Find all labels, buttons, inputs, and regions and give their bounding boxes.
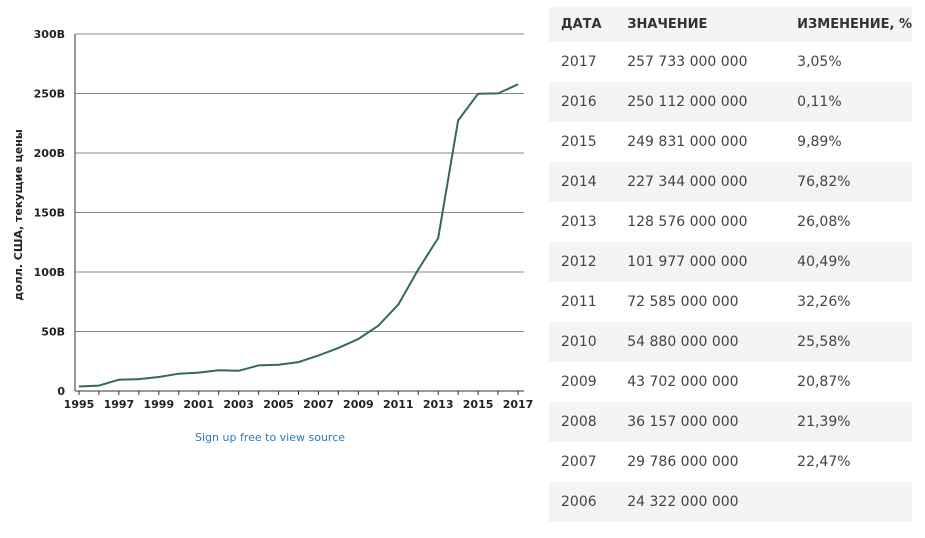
cell-value: 250 112 000 000 [615,82,786,122]
cell-change: 20,87% [797,374,851,390]
x-tick-label: 1995 [64,398,95,411]
cell-date: 2016 [549,82,616,122]
cell-date: 2012 [549,242,616,282]
cell-date: 2006 [549,482,616,522]
y-axis-label: долл. США, текущие цены [12,129,25,301]
table-row: 2006 24 322 000 000 [549,482,912,522]
cell-value: 36 157 000 000 [615,402,786,442]
cell-value: 227 344 000 000 [615,162,786,202]
x-tick-label: 1999 [144,398,175,411]
series-layer [78,83,519,388]
x-tick-label: 2015 [463,398,494,411]
cell-value: 101 977 000 000 [615,242,786,282]
cell-value: 54 880 000 000 [615,322,786,362]
table-row: 2007 29 786 000 000 22,47% [549,442,912,482]
x-tick-label: 2011 [383,398,414,411]
cell-change: 3,05% [797,54,842,70]
cell-date: 2010 [549,322,616,362]
table-body: 2017 257 733 000 000 3,05% 2016 250 112 000 … [549,42,912,522]
table-row: 2010 54 880 000 000 25,58% [549,322,912,362]
cell-value: 29 786 000 000 [627,454,739,470]
header-date: ДАТА [549,7,616,42]
cell-value: 24 322 000 000 [615,482,786,522]
y-tick-label: 300B [34,28,65,41]
header-change: ИЗМЕНЕНИЕ, % [785,7,912,42]
data-table: ДАТА ЗНАЧЕНИЕ ИЗМЕНЕНИЕ, % 2017 257 733 0… [549,7,912,522]
y-tick-label: 0 [57,385,65,398]
cell-change: 25,58% [785,322,912,362]
cell-change [785,482,912,522]
y-tick-label: 250B [34,88,65,101]
grid-lines [75,33,524,332]
cell-change: 22,47% [797,454,851,470]
y-tick-labels: 0 50B 100B 150B 200B 250B 300B [34,28,66,398]
cell-change: 9,89% [797,134,842,150]
table-row: 2013 128 576 000 000 26,08% [549,202,912,242]
x-tick-label: 2001 [183,398,214,411]
table-row: 2016 250 112 000 000 0,11% [549,82,912,122]
cell-value: 128 576 000 000 [627,214,748,230]
x-tick-label: 2009 [343,398,374,411]
y-tick-label: 200B [34,147,65,160]
line-chart: 0 50B 100B 150B 200B 250B 300B 1995 1997 1999 200… [12,28,534,411]
table-row: 2011 72 585 000 000 32,26% [549,282,912,322]
table-row: 2017 257 733 000 000 3,05% [549,42,912,82]
cell-date: 2011 [561,294,597,310]
table-row: 2014 227 344 000 000 76,82% [549,162,912,202]
x-tick-label: 2005 [263,398,294,411]
table-row: 2015 249 831 000 000 9,89% [549,122,912,162]
header-value: ЗНАЧЕНИЕ [615,7,786,42]
cell-change: 76,82% [785,162,912,202]
table-header-row: ДАТА ЗНАЧЕНИЕ ИЗМЕНЕНИЕ, % [549,7,912,42]
cell-date: 2007 [561,454,597,470]
cell-date: 2017 [561,54,597,70]
cell-change: 32,26% [797,294,851,310]
y-tick-label: 150B [34,207,65,220]
x-tick-label: 2007 [303,398,334,411]
x-tick-label: 2013 [423,398,454,411]
cell-date: 2008 [549,402,616,442]
cell-change: 21,39% [785,402,912,442]
table-row: 2008 36 157 000 000 21,39% [549,402,912,442]
cell-date: 2009 [561,374,597,390]
x-tick-label: 2003 [223,398,254,411]
chart-axes [74,34,524,395]
table-row: 2012 101 977 000 000 40,49% [549,242,912,282]
cell-date: 2015 [561,134,597,150]
cell-value: 257 733 000 000 [627,54,748,70]
cell-change: 0,11% [785,82,912,122]
cell-value: 43 702 000 000 [627,374,739,390]
sign-up-source-link[interactable]: Sign up free to view source [195,431,346,444]
y-tick-label: 100B [34,266,65,279]
y-tick-label: 50B [41,326,65,339]
x-tick-label: 2017 [503,398,534,411]
cell-value: 249 831 000 000 [627,134,748,150]
cell-change: 26,08% [797,214,851,230]
cell-date: 2014 [549,162,616,202]
x-tick-labels: 1995 1997 1999 2001 2003 2005 2007 2009 2011 2013… [64,398,534,411]
cell-date: 2013 [561,214,597,230]
series-line [78,83,519,388]
cell-value: 72 585 000 000 [627,294,739,310]
cell-change: 40,49% [785,242,912,282]
x-tick-label: 1997 [104,398,135,411]
table-row: 2009 43 702 000 000 20,87% [549,362,912,402]
